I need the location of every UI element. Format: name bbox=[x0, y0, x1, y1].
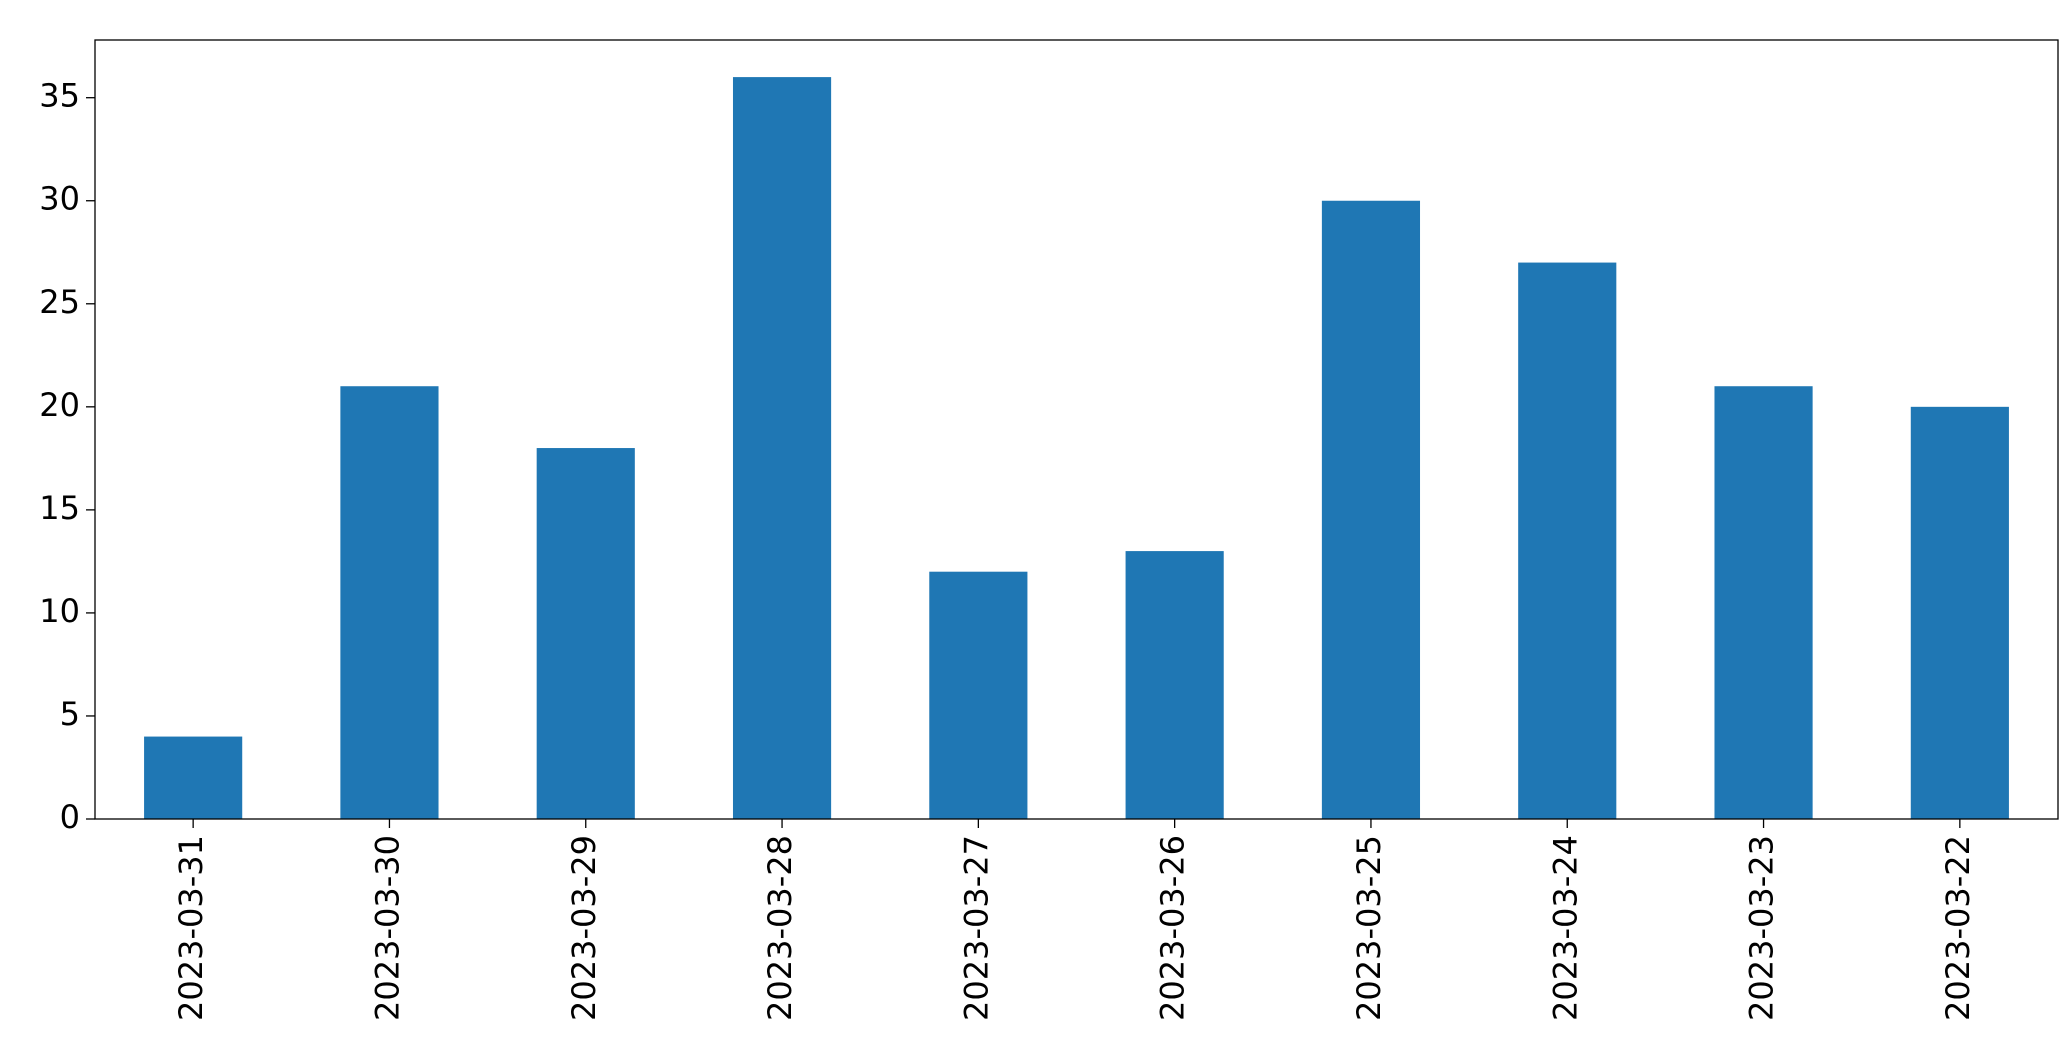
x-tick-label: 2023-03-26 bbox=[1154, 835, 1192, 1021]
x-tick-label: 2023-03-29 bbox=[565, 835, 603, 1021]
bar bbox=[1910, 406, 2009, 819]
bar bbox=[144, 736, 243, 819]
y-tick-label: 35 bbox=[39, 77, 80, 115]
bar bbox=[1518, 262, 1617, 820]
x-tick-label: 2023-03-28 bbox=[761, 835, 799, 1021]
y-tick-label: 15 bbox=[39, 489, 80, 527]
bar bbox=[536, 448, 635, 819]
x-tick-label: 2023-03-27 bbox=[957, 835, 995, 1021]
y-tick-label: 5 bbox=[60, 695, 80, 733]
bar bbox=[1125, 551, 1224, 819]
bar bbox=[340, 386, 439, 819]
x-tick-label: 2023-03-22 bbox=[1939, 835, 1977, 1021]
bar bbox=[1714, 386, 1813, 819]
y-tick-label: 20 bbox=[39, 386, 80, 424]
y-tick-label: 0 bbox=[60, 798, 80, 836]
plot-frame bbox=[94, 39, 2059, 820]
x-tick-label: 2023-03-24 bbox=[1546, 835, 1584, 1021]
x-tick-label: 2023-03-25 bbox=[1350, 835, 1388, 1021]
bar bbox=[732, 77, 832, 820]
x-tick-label: 2023-03-31 bbox=[172, 835, 210, 1021]
bar bbox=[929, 571, 1028, 819]
y-tick-label: 10 bbox=[39, 592, 80, 630]
y-tick-label: 30 bbox=[39, 180, 80, 218]
x-tick-label: 2023-03-30 bbox=[368, 835, 406, 1021]
bar bbox=[1321, 200, 1421, 819]
y-tick-label: 25 bbox=[39, 283, 80, 321]
x-tick-label: 2023-03-23 bbox=[1743, 835, 1781, 1021]
